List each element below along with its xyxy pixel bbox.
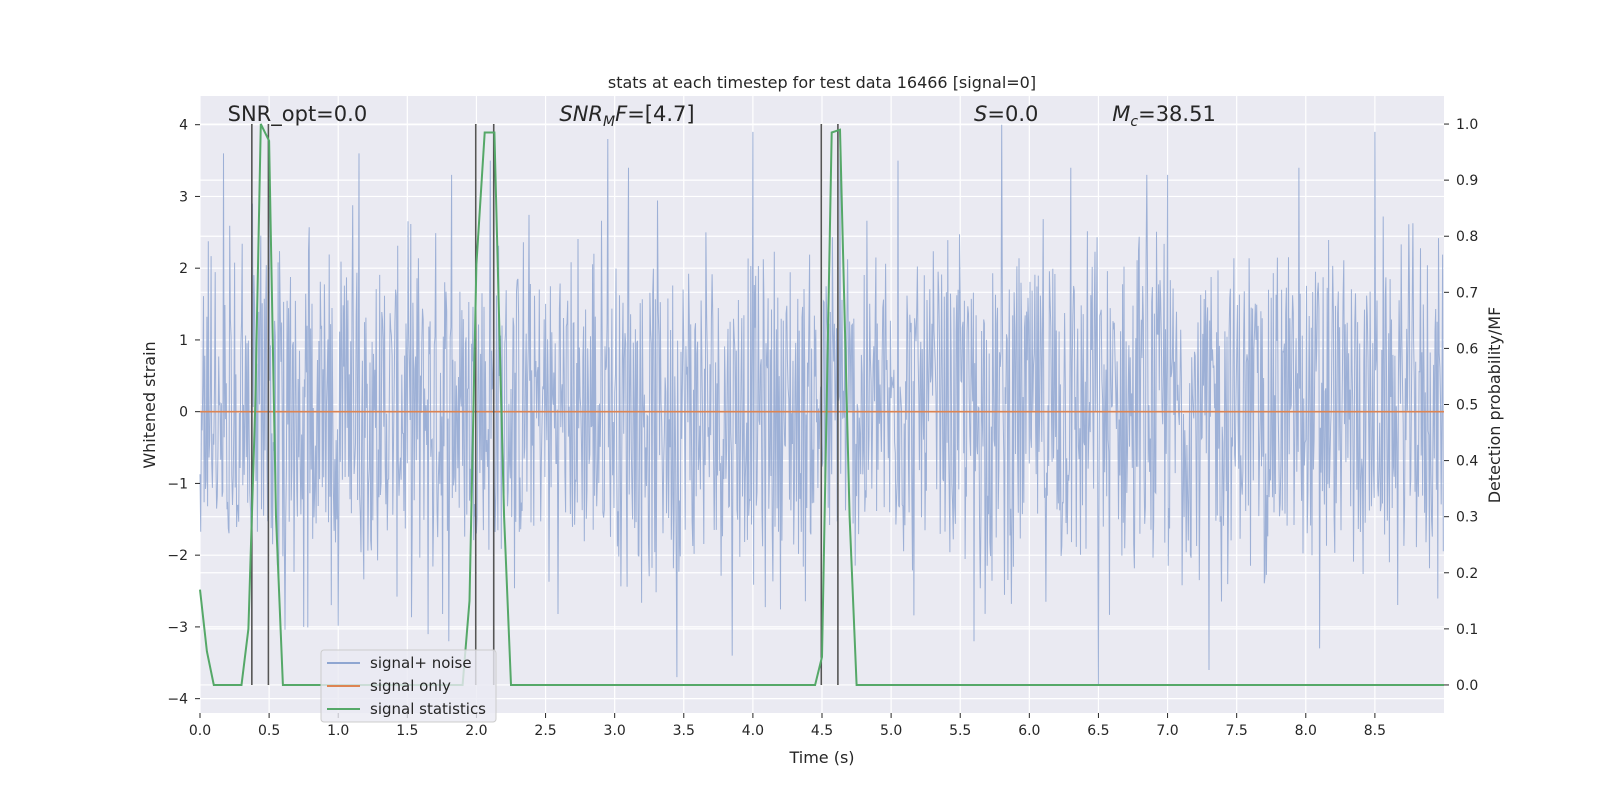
y-tick-label: 4: [179, 118, 188, 134]
x-tick-label: 7.0: [1156, 723, 1178, 739]
x-tick-label: 6.5: [1087, 723, 1109, 739]
annotation: SNRMF=[4.7]: [559, 102, 694, 130]
y2-tick-label: 0.7: [1456, 285, 1478, 301]
y-tick-label: −4: [167, 692, 188, 708]
legend-label-signal-only: signal only: [370, 677, 451, 695]
annotation: SNR_opt=0.0: [228, 102, 368, 127]
x-axis-label: Time (s): [788, 748, 854, 767]
series-line-signal-statistics: [199, 123, 1444, 686]
y-tick-label: 0: [179, 405, 188, 421]
y2-tick-label: 0.9: [1456, 173, 1478, 189]
y-tick-label: 1: [179, 333, 188, 349]
x-tick-label: 5.5: [949, 723, 971, 739]
y2-tick-label: 0.3: [1456, 510, 1478, 526]
y-tick-label: 2: [179, 261, 188, 277]
annotation: Mc=38.51: [1112, 102, 1216, 130]
x-tick-label: 5.0: [880, 723, 902, 739]
x-tick-label: 8.0: [1295, 723, 1317, 739]
y2-tick-label: 0.8: [1456, 229, 1478, 245]
y-axis-label: Whitened strain: [140, 341, 159, 468]
y-tick-label: −2: [167, 548, 188, 564]
y-tick-label: −1: [167, 476, 188, 492]
x-tick-label: 1.5: [396, 723, 418, 739]
y2-tick-label: 0.4: [1456, 454, 1478, 470]
x-tick-label: 0.5: [258, 723, 280, 739]
x-tick-label: 1.0: [327, 723, 349, 739]
x-tick-label: 8.5: [1364, 723, 1386, 739]
x-tick-label: 3.0: [604, 723, 626, 739]
x-tick-label: 4.5: [811, 723, 833, 739]
legend-label-signal-noise: signal+ noise: [370, 654, 472, 672]
y2-tick-label: 0.5: [1456, 398, 1478, 414]
y2-tick-label: 1.0: [1456, 117, 1478, 133]
axes: 0.0 0.5 1.0 1.5 2.0 2.5 3.0 3.5 4.0 4.5 5.0 5.5 6.0 6…: [167, 117, 1478, 739]
chart-marks: [199, 123, 1444, 686]
y2-tick-label: 0.6: [1456, 341, 1478, 357]
y2-tick-label: 0.2: [1456, 566, 1478, 582]
x-tick-label: 7.5: [1226, 723, 1248, 739]
legend-label-signal-statistics: signal statistics: [370, 700, 486, 718]
x-tick-label: 6.0: [1018, 723, 1040, 739]
x-tick-label: 4.0: [742, 723, 764, 739]
y2-tick-label: 0.1: [1456, 622, 1478, 638]
legend: signal+ noise signal only signal statist…: [320, 649, 497, 723]
y-tick-label: −3: [167, 620, 188, 636]
y-tick-label: 3: [179, 189, 188, 205]
annotation: S=0.0: [974, 102, 1038, 126]
x-tick-label: 2.0: [465, 723, 487, 739]
x-tick-label: 2.5: [534, 723, 556, 739]
x-tick-label: 0.0: [189, 723, 211, 739]
annotations: SNR_opt=0.0 SNRMF=[4.7] S=0.0 Mc=38.51: [228, 102, 1216, 130]
y2-axis-label: Detection probability/MF: [1485, 307, 1504, 504]
chart-title: stats at each timestep for test data 164…: [608, 73, 1036, 92]
y2-tick-label: 0.0: [1456, 678, 1478, 694]
legend-box: [320, 649, 497, 723]
x-tick-label: 3.5: [673, 723, 695, 739]
